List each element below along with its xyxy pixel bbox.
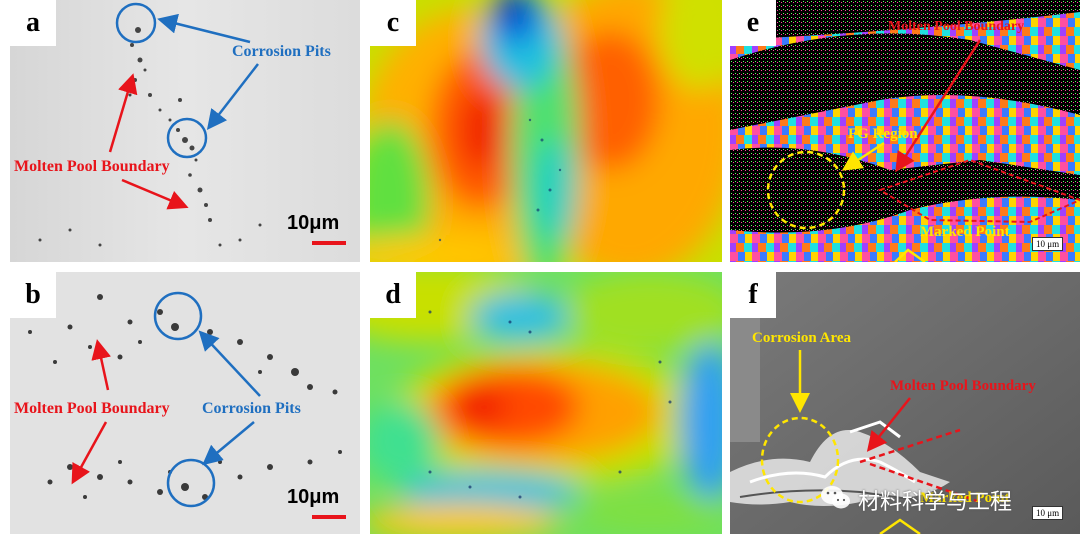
panel-f-molten-pool-label: Molten Pool Boundary <box>890 378 1036 394</box>
panel-f: f Corrosion Area Molten Pool Boundary Ma… <box>730 272 1080 534</box>
panel-c-color-map <box>370 0 722 262</box>
panel-e-fg-region-label: FG Region <box>848 126 918 142</box>
panel-b-molten-pool-label: Molten Pool Boundary <box>14 400 170 417</box>
panel-e-scale-bar: 10 μm <box>1032 237 1064 251</box>
panel-d-label: d <box>370 272 416 318</box>
watermark-text: 材料科学与工程 <box>858 490 1013 515</box>
panel-e-marked-point-label: Marked Point <box>920 224 1010 240</box>
panel-b-label: b <box>10 272 56 318</box>
panel-a-label: a <box>10 0 56 46</box>
panel-b-scale-label: 10μm <box>287 486 340 508</box>
panel-a-corrosion-pits-label: Corrosion Pits <box>232 43 331 60</box>
wechat-icon <box>821 486 850 509</box>
panel-f-marked-point-label: Marked Point <box>920 490 1010 506</box>
panel-d: d <box>370 272 722 534</box>
panel-e-label: e <box>730 0 776 46</box>
panel-e: e Molten Pool Boundary FG Region Marked … <box>730 0 1080 262</box>
panel-d-color-map <box>370 272 722 534</box>
panel-a-molten-pool-label: Molten Pool Boundary <box>14 158 170 175</box>
panel-a-scale-label: 10μm <box>287 212 340 234</box>
panel-f-scale-bar: 10 μm <box>1032 506 1064 520</box>
panel-c-label: c <box>370 0 416 46</box>
panel-a: a Corrosion Pits Molten Pool Boundary 10… <box>10 0 360 262</box>
panel-e-molten-pool-label: Molten Pool Boundary <box>888 19 1025 34</box>
panel-c: c <box>370 0 722 262</box>
panel-f-corrosion-area-label: Corrosion Area <box>752 330 852 346</box>
panel-f-label: f <box>730 272 776 318</box>
panel-b-corrosion-pits-label: Corrosion Pits <box>202 400 301 417</box>
panel-b: b Corrosion Pits Molten Pool Boundary 10… <box>10 272 360 534</box>
